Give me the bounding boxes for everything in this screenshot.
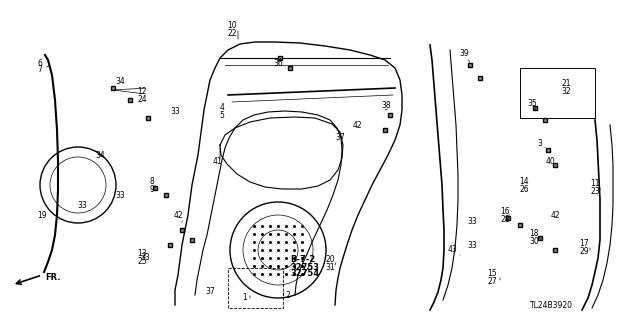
- Text: 33: 33: [77, 201, 87, 210]
- Text: 15: 15: [487, 269, 497, 278]
- Text: 42: 42: [550, 211, 560, 219]
- Text: 40: 40: [545, 158, 555, 167]
- Text: 2: 2: [285, 291, 291, 300]
- Text: 42: 42: [173, 211, 183, 220]
- Text: 10: 10: [227, 20, 237, 29]
- Text: 33: 33: [467, 241, 477, 249]
- Text: 20: 20: [325, 256, 335, 264]
- Text: 11: 11: [590, 180, 600, 189]
- Text: 33: 33: [140, 254, 150, 263]
- Text: 14: 14: [519, 176, 529, 186]
- Text: 32753: 32753: [290, 263, 319, 271]
- Text: 33: 33: [467, 218, 477, 226]
- Text: TL24B3920: TL24B3920: [530, 300, 573, 309]
- Bar: [228, 268, 283, 308]
- Text: 19: 19: [37, 211, 47, 219]
- Text: 38: 38: [381, 100, 391, 109]
- Text: 9: 9: [150, 186, 154, 195]
- Text: 37: 37: [335, 133, 345, 143]
- Text: 24: 24: [137, 95, 147, 105]
- Text: 16: 16: [500, 206, 510, 216]
- Text: 22: 22: [227, 28, 237, 38]
- Text: 43: 43: [447, 246, 457, 255]
- Text: 13: 13: [137, 249, 147, 257]
- Text: 32754: 32754: [290, 270, 319, 278]
- Text: 26: 26: [519, 184, 529, 194]
- Text: 8: 8: [150, 177, 154, 187]
- Text: 35: 35: [527, 99, 537, 108]
- Text: 32: 32: [561, 86, 571, 95]
- Text: 34: 34: [95, 151, 105, 160]
- Text: 23: 23: [590, 188, 600, 197]
- Text: 21: 21: [561, 78, 571, 87]
- Text: 41: 41: [212, 158, 222, 167]
- Text: 4: 4: [220, 103, 225, 113]
- Text: FR.: FR.: [45, 273, 61, 283]
- Text: 34: 34: [115, 78, 125, 86]
- Text: 39: 39: [459, 48, 469, 57]
- Text: 25: 25: [137, 256, 147, 265]
- Text: 12: 12: [137, 87, 147, 97]
- Text: 37: 37: [205, 287, 215, 296]
- Text: 33: 33: [115, 190, 125, 199]
- Text: 33: 33: [170, 108, 180, 116]
- Text: 27: 27: [487, 277, 497, 286]
- Text: 31: 31: [325, 263, 335, 272]
- Text: 30: 30: [529, 236, 539, 246]
- Text: 28: 28: [500, 214, 509, 224]
- Text: 42: 42: [352, 121, 362, 130]
- Text: 36: 36: [273, 58, 283, 68]
- Text: 7: 7: [38, 65, 42, 75]
- Text: 5: 5: [220, 112, 225, 121]
- Text: 29: 29: [579, 248, 589, 256]
- Text: 3: 3: [538, 138, 543, 147]
- Text: 1: 1: [243, 293, 248, 302]
- Text: 17: 17: [579, 240, 589, 249]
- Text: 18: 18: [529, 228, 539, 238]
- Text: 6: 6: [38, 58, 42, 68]
- Bar: [520, 68, 595, 118]
- Text: B-7-2: B-7-2: [290, 256, 316, 264]
